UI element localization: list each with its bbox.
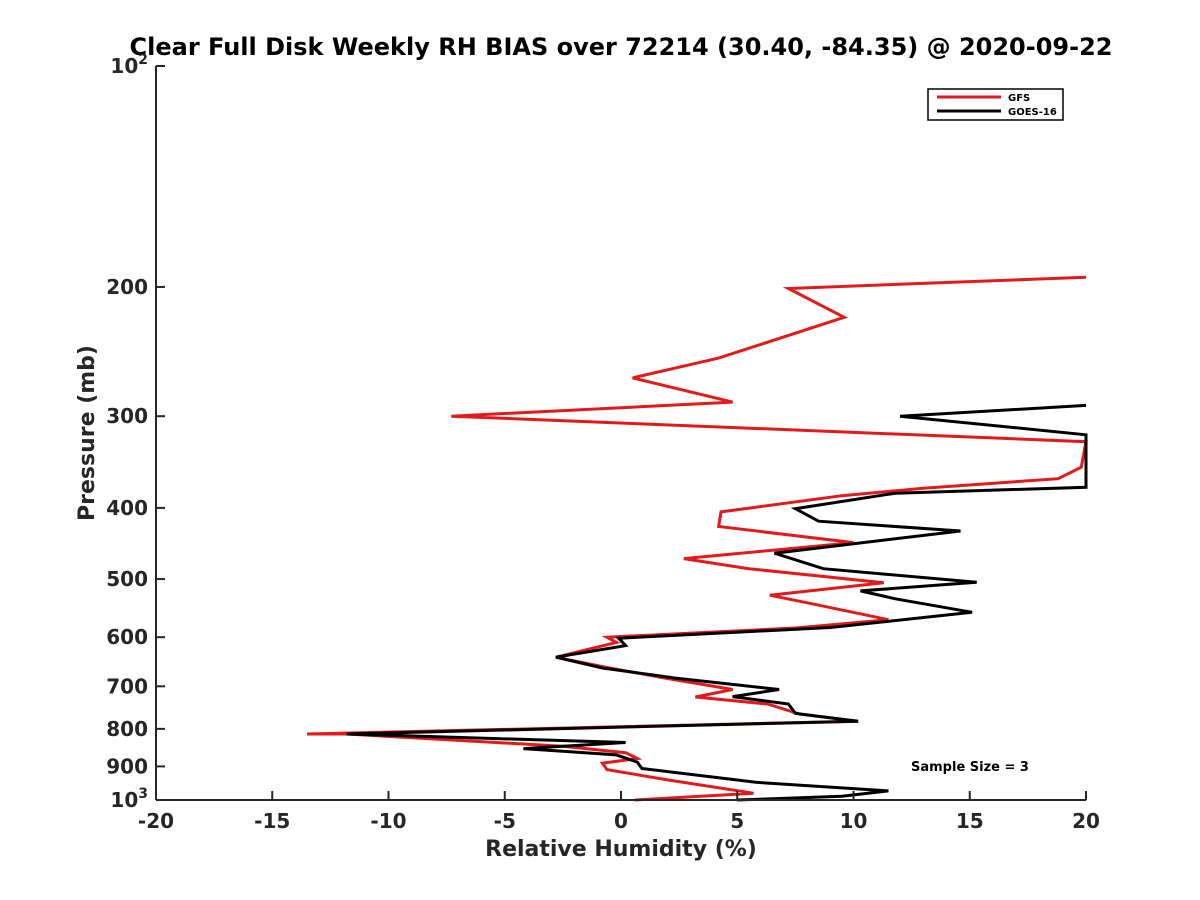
y-tick-label: 400 <box>106 496 148 520</box>
series-layer <box>307 275 1088 802</box>
x-tick-label: 0 <box>614 809 628 833</box>
x-tick-label: -5 <box>494 809 516 833</box>
y-tick-label: 900 <box>106 754 148 778</box>
y-tick-label: 500 <box>106 567 148 591</box>
y-axis-ticks: 102 200 300 400 500 600 700 800 900 103 <box>106 52 165 812</box>
y-tick-label: 600 <box>106 625 148 649</box>
x-tick-label: 20 <box>1072 809 1100 833</box>
y-tick-label: 200 <box>106 275 148 299</box>
x-tick-label: -20 <box>138 809 174 833</box>
legend-label-goes16: GOES-16 <box>1008 107 1057 118</box>
x-tick-label: -15 <box>254 809 290 833</box>
y-tick-label: 102 <box>110 52 148 78</box>
series-line-gfs <box>307 275 1088 802</box>
x-tick-label: 15 <box>956 809 984 833</box>
chart-title: Clear Full Disk Weekly RH BIAS over 7221… <box>130 33 1113 61</box>
sample-size-annotation: Sample Size = 3 <box>911 760 1029 775</box>
x-tick-label: 5 <box>730 809 744 833</box>
y-tick-label: 800 <box>106 717 148 741</box>
legend-label-gfs: GFS <box>1008 93 1030 104</box>
y-tick-label: 103 <box>110 786 148 812</box>
y-axis-label: Pressure (mb) <box>75 345 100 521</box>
y-tick-label: 300 <box>106 404 148 428</box>
legend: GFS GOES-16 <box>927 88 1064 121</box>
legend-box <box>927 88 1064 121</box>
series-line-goes16 <box>346 403 1088 802</box>
x-tick-label: 10 <box>840 809 868 833</box>
y-tick-label: 700 <box>106 674 148 698</box>
plot-area <box>156 66 1086 800</box>
x-axis-ticks: -20 -15 -10 -5 0 5 10 15 20 <box>138 791 1100 833</box>
x-axis-label: Relative Humidity (%) <box>485 837 757 862</box>
x-tick-label: -10 <box>370 809 406 833</box>
